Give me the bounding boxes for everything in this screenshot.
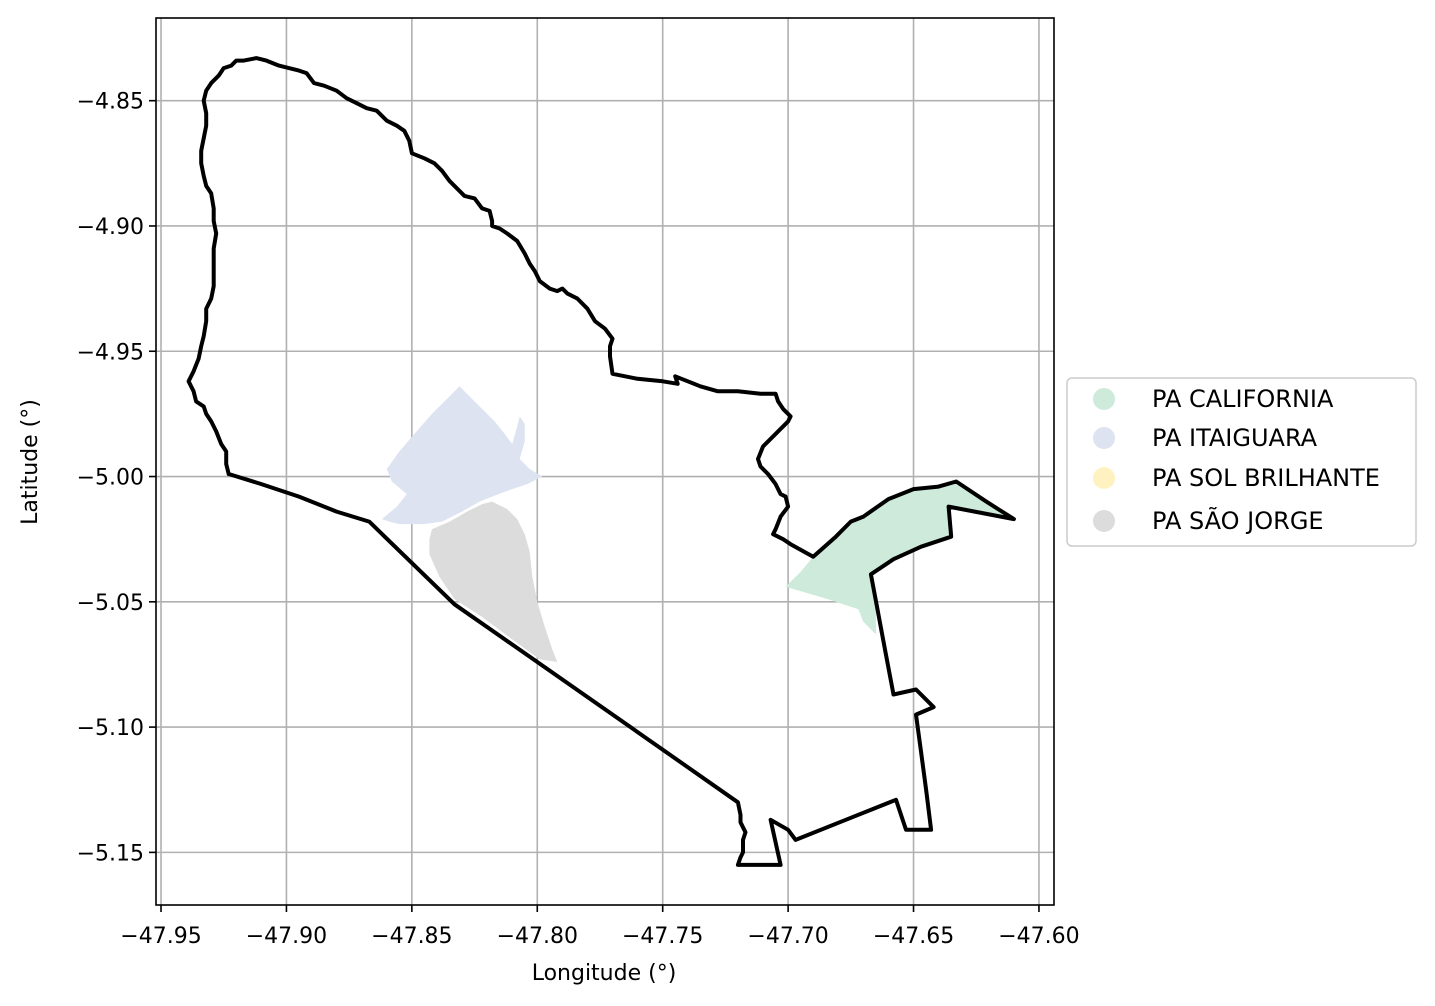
y-tick-label: −4.90 [77,215,144,240]
x-tick-label: −47.80 [497,924,578,949]
grid [156,18,1054,905]
x-tick-label: −47.95 [120,924,201,949]
legend-label: PA CALIFORNIA [1152,385,1334,413]
x-tick-label: −47.70 [747,924,828,949]
legend-label: PA SÃO JORGE [1152,505,1324,535]
boundary-line [186,56,1016,867]
settlement-areas [381,386,1014,662]
legend-label: PA SOL BRILHANTE [1152,464,1380,492]
area-pa-california [785,481,1014,635]
y-tick-label: −4.85 [77,90,144,115]
legend-items: PA CALIFORNIA PA ITAIGUARA PA SOL BRILHANT… [1093,385,1380,535]
legend-marker [1093,427,1115,449]
municipality-boundary [186,56,1016,867]
x-tick-label: −47.75 [622,924,703,949]
legend-marker [1093,388,1115,410]
x-tick-label: −47.85 [371,924,452,949]
area-pa-sao-jorge [429,501,558,662]
legend-marker [1093,510,1115,532]
y-tick-label: −5.05 [77,591,144,616]
y-tick-label: −5.15 [77,841,144,866]
x-axis-label: Longitude (°) [532,961,677,986]
y-tick-label: −5.10 [77,716,144,741]
axes-frame [155,17,1055,906]
y-axis-label: Latitude (°) [18,399,43,525]
x-tick-label: −47.65 [873,924,954,949]
x-tick-label: −47.60 [998,924,1079,949]
legend-marker [1093,467,1115,489]
ticks: −47.95 −47.90 −47.85 −47.80 −47.75 −47.70 −47.… [77,90,1080,949]
legend-box [1066,377,1417,547]
legend: PA CALIFORNIA PA ITAIGUARA PA SOL BRILHANT… [1066,377,1417,547]
y-tick-label: −5.00 [77,466,144,491]
x-tick-label: −47.90 [246,924,327,949]
y-tick-label: −4.95 [77,340,144,365]
legend-label: PA ITAIGUARA [1152,424,1318,452]
area-pa-itaiguara [381,386,543,525]
